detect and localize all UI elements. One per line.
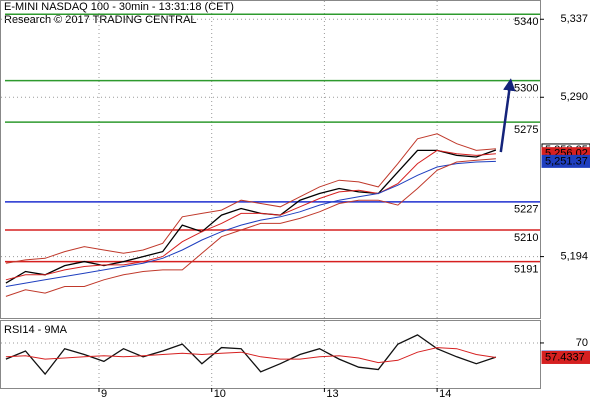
last-value-box: [541, 154, 590, 168]
level-label: 5340: [514, 16, 538, 28]
last-value-label: 5,251.37: [545, 155, 588, 167]
y-tick-label: 5,194: [560, 250, 588, 262]
level-label: 5227: [514, 204, 538, 216]
rsi-title: RSI14 - 9MA: [4, 324, 68, 336]
chart-title: E-MINI NASDAQ 100 - 30min - 13:31:18 (CE…: [4, 1, 234, 13]
rsi-panel-frame: [0, 320, 541, 389]
last-value-box: [541, 350, 590, 364]
x-tick-label: 13: [326, 388, 338, 400]
level-label: 5191: [514, 263, 538, 275]
series-line: [5, 149, 496, 281]
x-tick-label: 9: [101, 388, 107, 400]
y-tick-label: 70: [576, 337, 588, 349]
series-line: [5, 334, 497, 376]
level-label: 5275: [514, 124, 538, 136]
series-line: [5, 149, 497, 284]
x-tick-label: 10: [214, 388, 226, 400]
y-tick-label: 5,290: [560, 91, 588, 103]
series-line: [5, 158, 496, 297]
level-label: 5300: [514, 83, 538, 95]
series-line: [5, 160, 496, 287]
price-panel-frame: [0, 0, 541, 319]
level-label: 5210: [514, 232, 538, 244]
series-line: [5, 347, 496, 364]
last-value-label: 57.4337: [545, 351, 585, 363]
x-tick-label: 14: [439, 388, 451, 400]
series-line: [5, 133, 496, 264]
y-tick-label: 5,337: [560, 13, 588, 25]
chart-subtitle: Research © 2017 TRADING CENTRAL: [4, 14, 197, 26]
forecast-arrow: [499, 78, 516, 153]
